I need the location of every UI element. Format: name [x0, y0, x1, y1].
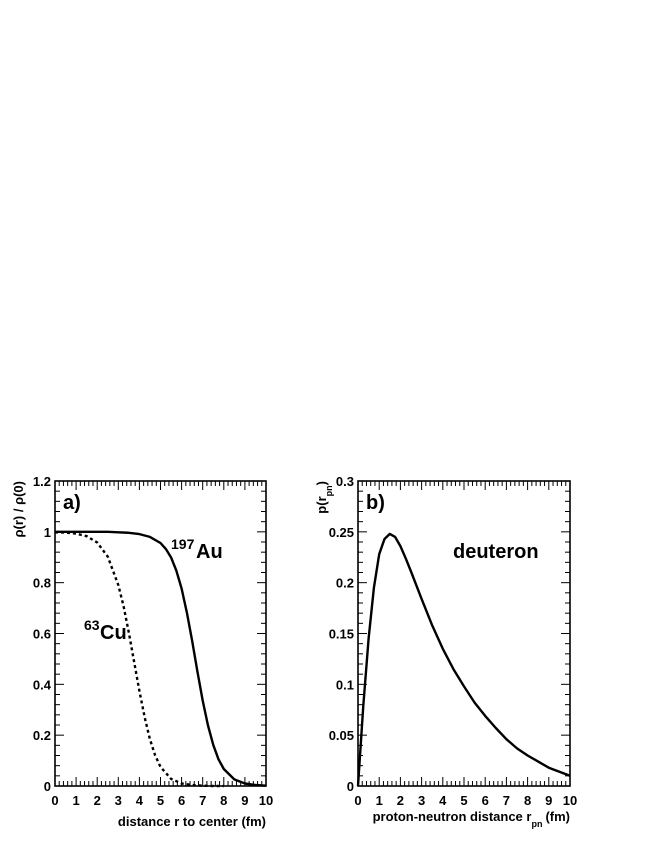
au-label-mass: 197 — [171, 536, 195, 552]
x-tick-label: 0 — [354, 793, 361, 808]
x-tick-label: 9 — [545, 793, 552, 808]
x-tick-label: 4 — [136, 793, 144, 808]
panel-b: 0 1 2 3 4 5 6 7 8 9 1000.050.10.150.20.250.3b)prot… — [314, 474, 577, 829]
y-axis-title: p(rpn) — [314, 481, 334, 514]
y-axis-title-sub: pn — [324, 485, 334, 496]
y-tick-label: 0.1 — [336, 677, 354, 692]
x-tick-label: 7 — [503, 793, 510, 808]
y-tick-label: 0.8 — [33, 576, 51, 591]
panel-label: b) — [366, 492, 385, 514]
panel-a: 0 1 2 3 4 5 6 7 8 9 1000.20.40.60.811.2a)distance … — [11, 474, 273, 829]
y-tick-label: 1.2 — [33, 474, 51, 489]
x-axis-title-unit: (fm) — [545, 809, 570, 824]
x-tick-label: 5 — [460, 793, 467, 808]
x-tick-label: 10 — [563, 793, 577, 808]
x-tick-label: 1 — [72, 793, 79, 808]
x-axis-title-sub: pn — [531, 819, 542, 829]
y-tick-label: 0.6 — [33, 627, 51, 642]
plot-frame — [54, 480, 267, 787]
y-axis-title-end: ) — [314, 481, 329, 485]
y-tick-label: 0.2 — [336, 576, 354, 591]
au-label-element: Au — [196, 541, 223, 563]
y-tick-label: 0.2 — [33, 728, 51, 743]
series-line-deuteron — [356, 532, 571, 787]
x-axis-title: distance r to center (fm) — [118, 814, 266, 829]
x-axis-title: proton-neutron distance rpn (fm) — [373, 809, 570, 829]
series-line-63cu — [54, 531, 224, 788]
x-tick-label: 0 — [51, 793, 58, 808]
x-tick-label: 8 — [220, 793, 227, 808]
y-tick-label: 0.05 — [329, 728, 354, 743]
y-tick-label: 0.4 — [33, 677, 52, 692]
x-tick-label: 3 — [418, 793, 425, 808]
y-tick-label: 0.3 — [336, 474, 354, 489]
x-tick-label: 3 — [115, 793, 122, 808]
x-tick-label: 10 — [259, 793, 273, 808]
y-axis-title-main: p(r — [314, 496, 329, 513]
panel-label: a) — [63, 492, 81, 514]
x-tick-label: 2 — [94, 793, 101, 808]
x-tick-label: 5 — [157, 793, 164, 808]
x-tick-label: 7 — [199, 793, 206, 808]
x-tick-label: 4 — [439, 793, 447, 808]
y-tick-label: 0.25 — [329, 525, 354, 540]
cu-label-mass: 63 — [84, 617, 100, 633]
x-tick-label: 6 — [178, 793, 185, 808]
x-tick-label: 1 — [376, 793, 383, 808]
x-tick-label: 8 — [524, 793, 531, 808]
x-axis-title-main: proton-neutron distance r — [373, 809, 532, 824]
y-tick-label: 0 — [347, 779, 354, 794]
x-tick-label: 2 — [397, 793, 404, 808]
plot-frame — [357, 480, 571, 787]
deuteron-label: deuteron — [453, 541, 539, 563]
y-tick-label: 0.15 — [329, 627, 354, 642]
y-tick-label: 1 — [44, 525, 51, 540]
cu-label-element: Cu — [100, 622, 127, 644]
x-tick-label: 6 — [482, 793, 489, 808]
x-tick-label: 9 — [241, 793, 248, 808]
series-line-197au — [55, 530, 267, 787]
y-axis-title: ρ(r) / ρ(0) — [11, 481, 26, 538]
y-tick-label: 0 — [44, 779, 51, 794]
